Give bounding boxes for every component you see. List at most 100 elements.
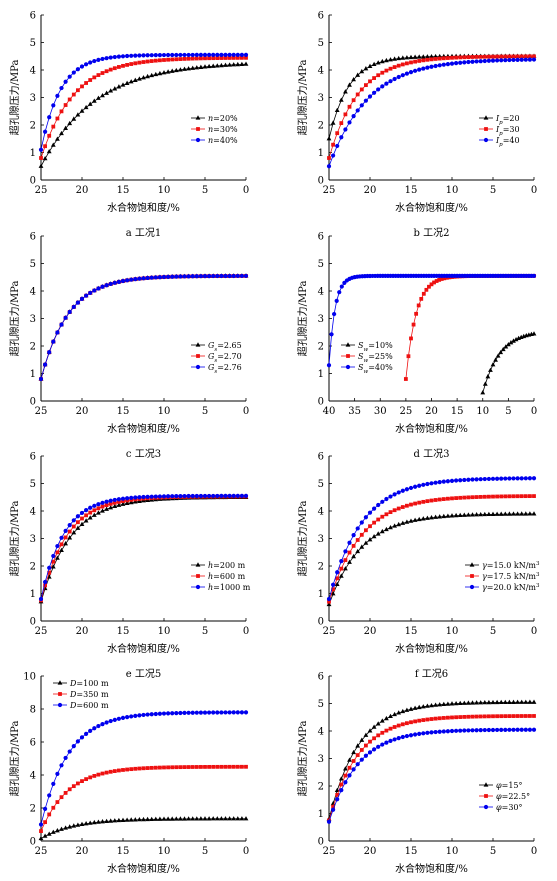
data-point	[531, 57, 537, 62]
data-point	[166, 711, 171, 716]
legend-item: Ip=20	[479, 114, 520, 126]
data-point	[231, 52, 236, 57]
data-point	[137, 713, 142, 718]
data-point	[483, 804, 489, 810]
data-point	[351, 543, 356, 548]
data-point	[207, 52, 212, 57]
data-point	[128, 817, 134, 822]
data-point	[71, 823, 77, 828]
x-tick-label: 15	[451, 406, 464, 417]
legend-label-part: γ	[482, 561, 487, 570]
data-point	[503, 727, 508, 732]
data-point	[43, 362, 48, 367]
legend-label-part: =10%	[368, 341, 393, 350]
data-point	[405, 503, 409, 508]
data-point	[515, 494, 520, 499]
data-point	[38, 163, 44, 168]
data-point	[157, 70, 163, 76]
data-point	[190, 56, 195, 61]
y-tick-label: 6	[318, 452, 324, 463]
data-point	[437, 729, 442, 734]
data-point	[437, 702, 443, 707]
data-point	[38, 376, 44, 382]
data-point	[39, 829, 43, 833]
data-point	[92, 75, 97, 80]
data-point	[88, 728, 93, 733]
data-point	[129, 495, 134, 500]
y-tick-label: 4	[318, 66, 324, 77]
y-axis-title: 超孔隙压力/MPa	[296, 721, 309, 797]
data-point	[211, 710, 216, 715]
data-point	[223, 816, 228, 821]
legend-item: φ=15°	[479, 781, 523, 790]
data-point	[487, 54, 491, 59]
data-point	[416, 303, 421, 308]
data-point	[363, 98, 368, 103]
data-point	[133, 766, 138, 771]
data-point	[450, 715, 454, 720]
data-point	[454, 61, 459, 66]
x-tick-label: 5	[490, 846, 496, 857]
data-point	[499, 727, 504, 732]
legend-label: n=30%	[208, 125, 238, 134]
data-point	[116, 497, 121, 502]
data-point	[413, 732, 418, 737]
data-point	[441, 513, 447, 519]
data-point	[96, 57, 101, 62]
legend-label: Sw=10%	[358, 341, 393, 353]
data-point	[486, 699, 492, 705]
legend-label-part: p	[499, 131, 503, 137]
data-point	[84, 777, 88, 782]
legend-label-part: w	[363, 369, 368, 375]
data-point	[108, 281, 113, 287]
series-3	[326, 476, 537, 602]
x-tick-label: 20	[76, 406, 89, 417]
legend-label-part: =20%	[213, 114, 238, 123]
series-3	[38, 710, 249, 827]
data-point	[499, 494, 504, 499]
data-point	[100, 56, 105, 62]
legend-label-part: =20.0 kN/m	[487, 583, 537, 592]
data-point	[338, 573, 344, 578]
data-point	[359, 103, 364, 108]
data-point	[244, 764, 248, 769]
y-tick-label: 1	[318, 369, 324, 380]
y-tick-label: 0	[318, 176, 324, 187]
data-point	[409, 720, 413, 725]
data-point	[219, 816, 224, 821]
data-point	[43, 583, 47, 588]
data-point	[433, 480, 438, 485]
data-point	[474, 477, 479, 482]
data-point	[498, 511, 504, 516]
data-point	[84, 62, 89, 67]
data-point	[51, 103, 56, 108]
data-point	[125, 53, 130, 59]
data-point	[59, 763, 64, 768]
legend-label: Ip=20	[495, 114, 520, 126]
legend-label-part: s	[214, 369, 217, 375]
data-point	[178, 57, 183, 61]
data-point	[404, 71, 409, 76]
data-point	[195, 137, 201, 143]
data-point	[51, 339, 56, 344]
data-point	[515, 476, 520, 481]
data-point	[425, 57, 430, 62]
data-point	[487, 494, 491, 499]
data-point	[47, 350, 52, 355]
data-point	[351, 767, 356, 772]
data-point	[404, 519, 410, 524]
data-point	[174, 52, 179, 58]
data-point	[124, 80, 130, 85]
series-2	[39, 764, 248, 833]
data-point	[347, 550, 352, 555]
data-point	[194, 56, 199, 61]
data-point	[331, 804, 335, 809]
x-tick-label: 10	[158, 185, 171, 196]
x-tick-label: 10	[446, 185, 459, 196]
data-point	[145, 275, 150, 281]
legend-label: Gs=2.65	[208, 341, 242, 353]
data-point	[84, 513, 88, 518]
data-point	[380, 742, 385, 747]
data-point	[359, 520, 364, 525]
data-point	[432, 280, 436, 285]
